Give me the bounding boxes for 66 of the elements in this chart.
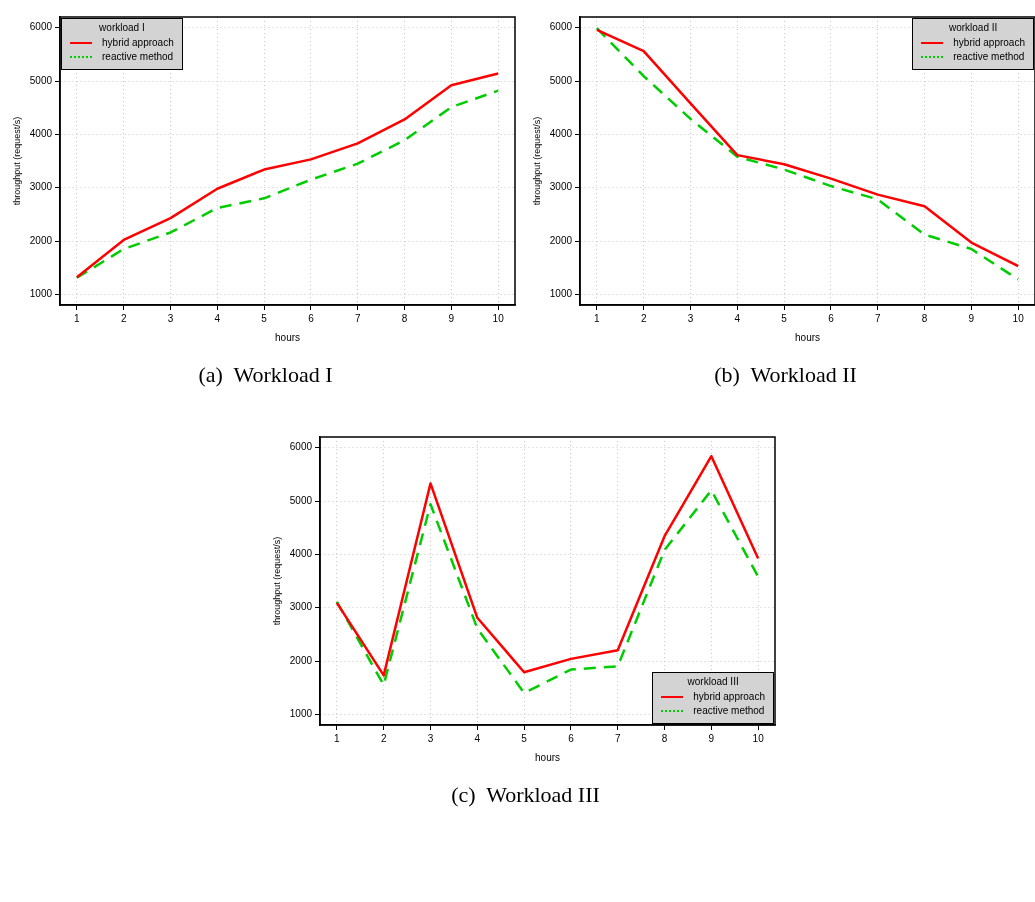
y-tick-label: 6000 [549,21,573,33]
x-tick-label: 1 [334,732,341,744]
x-tick-label: 4 [734,312,741,324]
y-tick-label: 6000 [289,441,313,453]
text: (b) Workload II [713,362,858,388]
x-axis-title: hours [535,751,561,763]
legend-label: hybrid approach [953,36,1025,50]
x-axis-title: hours [275,331,301,343]
x-tick-label: 4 [474,732,481,744]
x-tick-label: 8 [921,312,928,324]
y-tick-label: 3000 [289,601,313,613]
y-tick-label: 5000 [549,74,573,86]
y-tick-label: 2000 [29,234,53,246]
x-tick-label: 10 [1012,312,1025,324]
x-tick-label: 8 [401,312,408,324]
x-tick-label: 4 [214,312,221,324]
legend-title: workload III [686,676,740,687]
x-tick-label: 2 [380,732,387,744]
y-tick-label: 1000 [549,288,573,300]
x-tick-label: 3 [167,312,174,324]
legend-label: hybrid approach [102,36,174,50]
x-tick-label: 1 [74,312,81,324]
x-tick-label: 2 [640,312,647,324]
x-tick-label: 6 [828,312,835,324]
y-tick-label: 4000 [549,128,573,140]
x-tick-label: 7 [874,312,881,324]
legend-title: workload I [98,22,146,33]
y-tick-label: 2000 [289,654,313,666]
x-tick-label: 10 [752,732,765,744]
x-tick-label: 9 [708,732,715,744]
text: (a) Workload I [197,362,334,388]
x-tick-label: 3 [427,732,434,744]
x-tick-label: 7 [354,312,361,324]
y-tick-label: 1000 [289,708,313,720]
x-tick-label: 5 [781,312,788,324]
legend-label: hybrid approach [693,690,765,704]
y-tick-label: 4000 [289,548,313,560]
x-tick-label: 7 [614,732,621,744]
x-tick-label: 3 [687,312,694,324]
x-tick-label: 9 [968,312,975,324]
y-tick-label: 6000 [29,21,53,33]
legend-label: reactive method [953,50,1025,64]
x-tick-label: 6 [308,312,315,324]
y-tick-label: 4000 [29,128,53,140]
x-tick-label: 5 [521,732,528,744]
x-tick-label: 9 [448,312,455,324]
x-axis-title: hours [795,331,821,343]
y-tick-label: 3000 [29,181,53,193]
x-tick-label: 6 [568,732,575,744]
x-tick-label: 10 [492,312,505,324]
legend-label: reactive method [102,50,174,64]
y-axis-title: throughput (request/s) [271,536,282,626]
y-axis-title: throughput (request/s) [11,116,22,206]
legend-label: reactive method [693,704,765,718]
y-tick-label: 3000 [549,181,573,193]
y-tick-label: 1000 [29,288,53,300]
x-tick-label: 2 [120,312,127,324]
legend-title: workload II [947,22,999,33]
x-tick-label: 1 [594,312,601,324]
y-tick-label: 2000 [549,234,573,246]
x-tick-label: 5 [261,312,268,324]
y-tick-label: 5000 [29,74,53,86]
text: (c) Workload III [450,782,601,808]
y-tick-label: 5000 [289,494,313,506]
y-axis-title: throughput (request/s) [531,116,542,206]
x-tick-label: 8 [661,732,668,744]
